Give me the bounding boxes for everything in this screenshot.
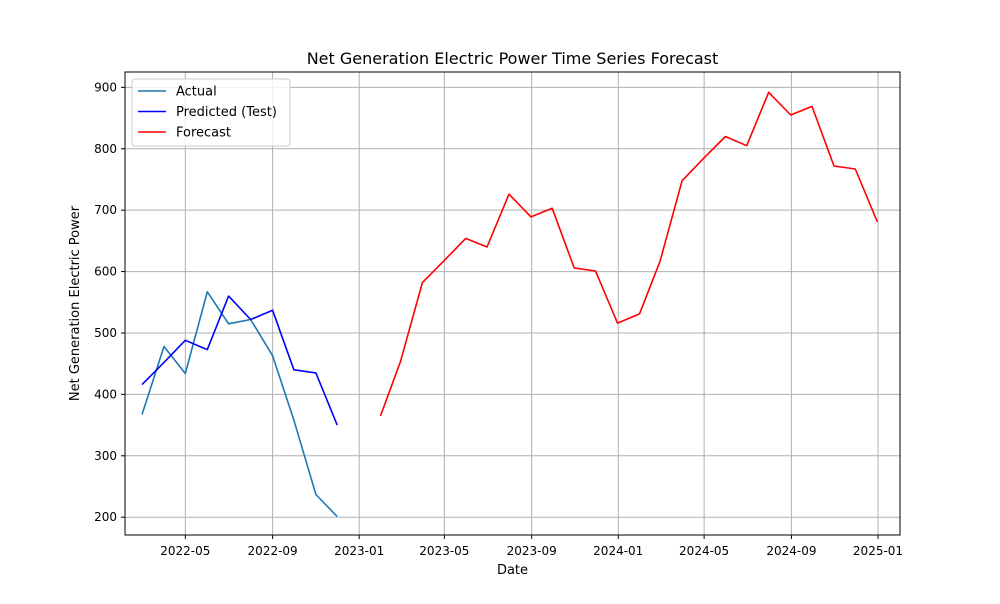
y-axis-label: Net Generation Electric Power (68, 205, 83, 401)
y-tick-label: 700 (94, 203, 117, 217)
y-tick-label: 200 (94, 510, 117, 524)
x-tick-label: 2023-01 (334, 544, 384, 558)
x-tick-label: 2023-09 (507, 544, 557, 558)
y-tick-label: 900 (94, 80, 117, 94)
x-tick-label: 2025-01 (853, 544, 903, 558)
chart-title: Net Generation Electric Power Time Serie… (307, 49, 719, 68)
x-tick-label: 2023-05 (419, 544, 469, 558)
y-tick-label: 800 (94, 142, 117, 156)
legend-label: Actual (176, 85, 217, 100)
legend-label: Predicted (Test) (176, 105, 277, 120)
x-tick-label: 2024-05 (679, 544, 729, 558)
series-line-predicted-test (141, 295, 338, 426)
x-tick-label: 2022-09 (248, 544, 298, 558)
legend-box (131, 78, 291, 147)
x-axis-label: Date (497, 563, 528, 578)
plot-frame (124, 71, 901, 536)
legend: Actual Predicted (Test) Forecast (131, 78, 291, 147)
x-tick-label: 2024-01 (593, 544, 643, 558)
y-tick-label: 500 (94, 326, 117, 340)
series-line-forecast (379, 91, 879, 417)
x-tick-label: 2024-09 (766, 544, 816, 558)
series-layer (141, 91, 879, 518)
x-tick-label: 2022-05 (160, 544, 210, 558)
y-tick-label: 300 (94, 449, 117, 463)
legend-label: Forecast (176, 126, 231, 141)
series-line-actual (141, 290, 338, 518)
y-tick-label: 600 (94, 265, 117, 279)
grid-layer (125, 72, 900, 535)
y-tick-label: 400 (94, 387, 117, 401)
tick-layer: 2022-05 2022-09 2023-01 2023-05 2023-09 2024-… (94, 80, 903, 558)
